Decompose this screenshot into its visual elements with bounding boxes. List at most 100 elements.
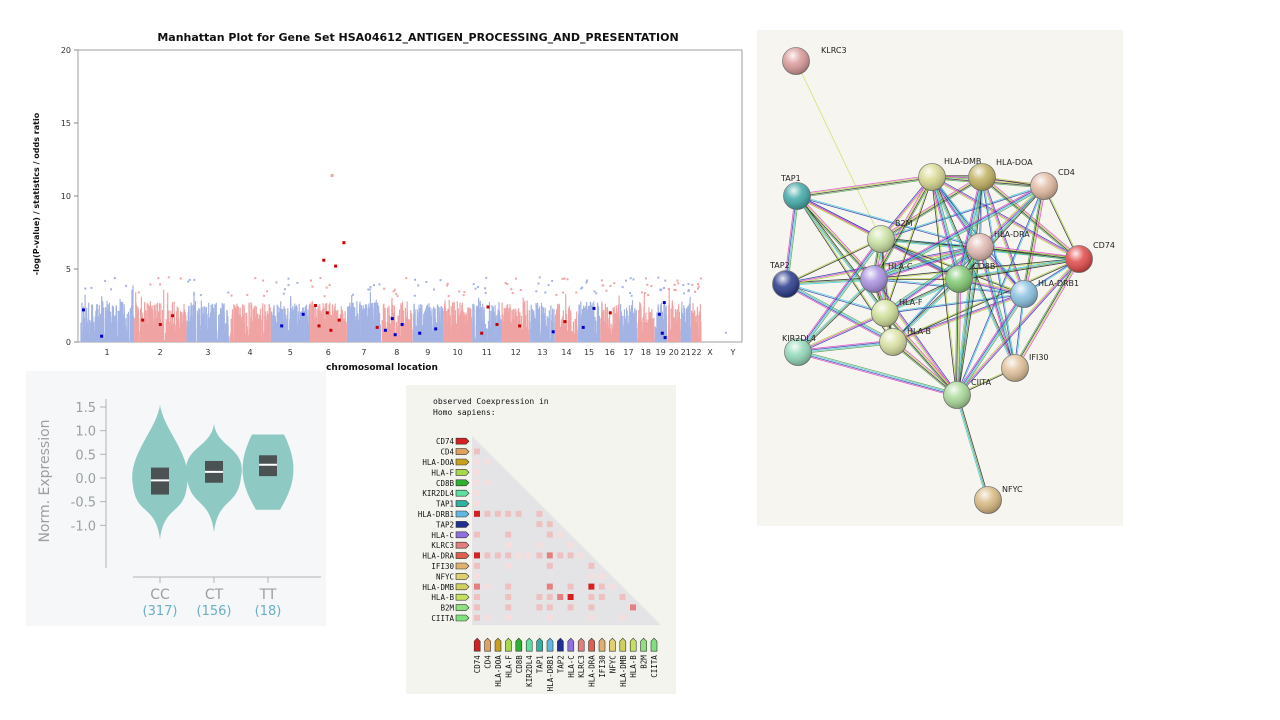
network-edge: [958, 294, 1026, 397]
manhattan-point: [373, 309, 375, 342]
manhattan-point: [111, 305, 113, 342]
manhattan-point: [472, 283, 475, 286]
manhattan-point: [164, 332, 167, 342]
manhattan-point: [469, 333, 471, 342]
manhattan-point: [306, 316, 308, 342]
manhattan-point: [104, 279, 107, 282]
manhattan-point: [246, 294, 249, 297]
coexpression-cell: [526, 552, 532, 559]
manhattan-point: [165, 338, 168, 342]
network-edge: [785, 277, 874, 284]
manhattan-point: [278, 312, 280, 342]
network-edge: [795, 196, 885, 314]
coexpression-cell: [609, 583, 616, 590]
manhattan-point: [654, 341, 656, 342]
manhattan-point: [424, 311, 426, 342]
network-edge: [874, 186, 1045, 280]
network-edge: [798, 342, 894, 353]
manhattan-point: [596, 321, 598, 342]
manhattan-point: [343, 334, 345, 342]
manhattan-point: [222, 315, 224, 342]
manhattan-point: [405, 277, 408, 280]
manhattan-point: [276, 314, 279, 342]
manhattan-point: [397, 325, 399, 342]
manhattan-point: [534, 338, 536, 342]
manhattan-point: [328, 330, 330, 342]
manhattan-point: [379, 324, 381, 342]
manhattan-point: [359, 301, 361, 342]
manhattan-point: [91, 337, 94, 342]
network-node-shine: [879, 328, 907, 356]
manhattan-point: [591, 329, 593, 342]
manhattan-point: [306, 337, 308, 342]
coexpression-cell: [588, 614, 595, 621]
manhattan-point: [167, 276, 170, 279]
manhattan-point: [378, 330, 380, 342]
manhattan-point: [553, 329, 555, 342]
network-edge: [881, 178, 984, 241]
manhattan-point: [147, 324, 149, 342]
manhattan-point: [584, 307, 587, 342]
network-edge: [881, 238, 1025, 294]
network-edge: [1013, 257, 1078, 368]
coexpression-row-marker: [455, 469, 470, 476]
manhattan-point: [562, 291, 565, 294]
manhattan-point: [648, 332, 650, 342]
manhattan-point: [510, 322, 512, 342]
manhattan-point: [324, 303, 326, 342]
manhattan-point: [176, 328, 178, 342]
network-edge: [980, 244, 1080, 258]
network-edge: [957, 184, 1044, 279]
network-edge: [797, 238, 881, 352]
chromosome-label: 5: [288, 348, 293, 357]
coexpression-cell: [474, 583, 480, 590]
network-edge: [797, 178, 933, 199]
manhattan-point: [300, 335, 302, 342]
network-node-label: CD8B: [973, 262, 995, 271]
manhattan-point: [606, 307, 608, 342]
manhattan-point: [427, 334, 429, 342]
network-edge: [884, 293, 1024, 313]
manhattan-point: [635, 337, 637, 342]
manhattan-point: [105, 336, 108, 342]
manhattan-point: [514, 277, 517, 280]
coexpression-cell: [588, 583, 595, 590]
manhattan-point: [654, 326, 656, 342]
manhattan-point: [682, 284, 685, 286]
manhattan-point: [555, 293, 558, 296]
manhattan-point: [228, 336, 230, 342]
network-node-shine: [871, 299, 899, 327]
coexpression-row-marker: [455, 489, 470, 497]
coexpression-row-label: HLA-DRB1: [418, 510, 454, 519]
highlighted-snp: [660, 331, 664, 335]
coexpression-cell: [588, 562, 595, 569]
manhattan-y-axis-label: -log(P-value) / statistics / odds ratio: [32, 112, 41, 275]
network-edge: [798, 349, 958, 394]
coexpression-cell: [588, 573, 595, 580]
manhattan-point: [207, 329, 209, 342]
coexpression-cell: [474, 604, 480, 611]
manhattan-point: [323, 307, 325, 342]
network-edge: [1014, 258, 1079, 368]
network-edge: [886, 311, 959, 395]
coexpression-col-marker: [546, 637, 554, 652]
coexpression-cell: [630, 604, 636, 611]
manhattan-point: [209, 312, 212, 342]
coexpression-cell: [598, 594, 605, 600]
manhattan-point: [382, 320, 384, 342]
coexpression-cell: [567, 583, 574, 590]
manhattan-point: [294, 317, 296, 342]
manhattan-point: [332, 318, 334, 342]
highlighted-snp: [158, 323, 162, 326]
manhattan-point: [641, 291, 643, 294]
network-edge: [980, 246, 1080, 259]
manhattan-point: [314, 337, 316, 342]
manhattan-point: [101, 306, 103, 342]
manhattan-point: [377, 302, 379, 342]
coexpression-col-label: IFI30: [598, 655, 607, 678]
manhattan-point: [358, 334, 360, 342]
manhattan-point: [310, 341, 312, 342]
manhattan-point: [80, 323, 82, 342]
manhattan-point: [351, 323, 353, 342]
